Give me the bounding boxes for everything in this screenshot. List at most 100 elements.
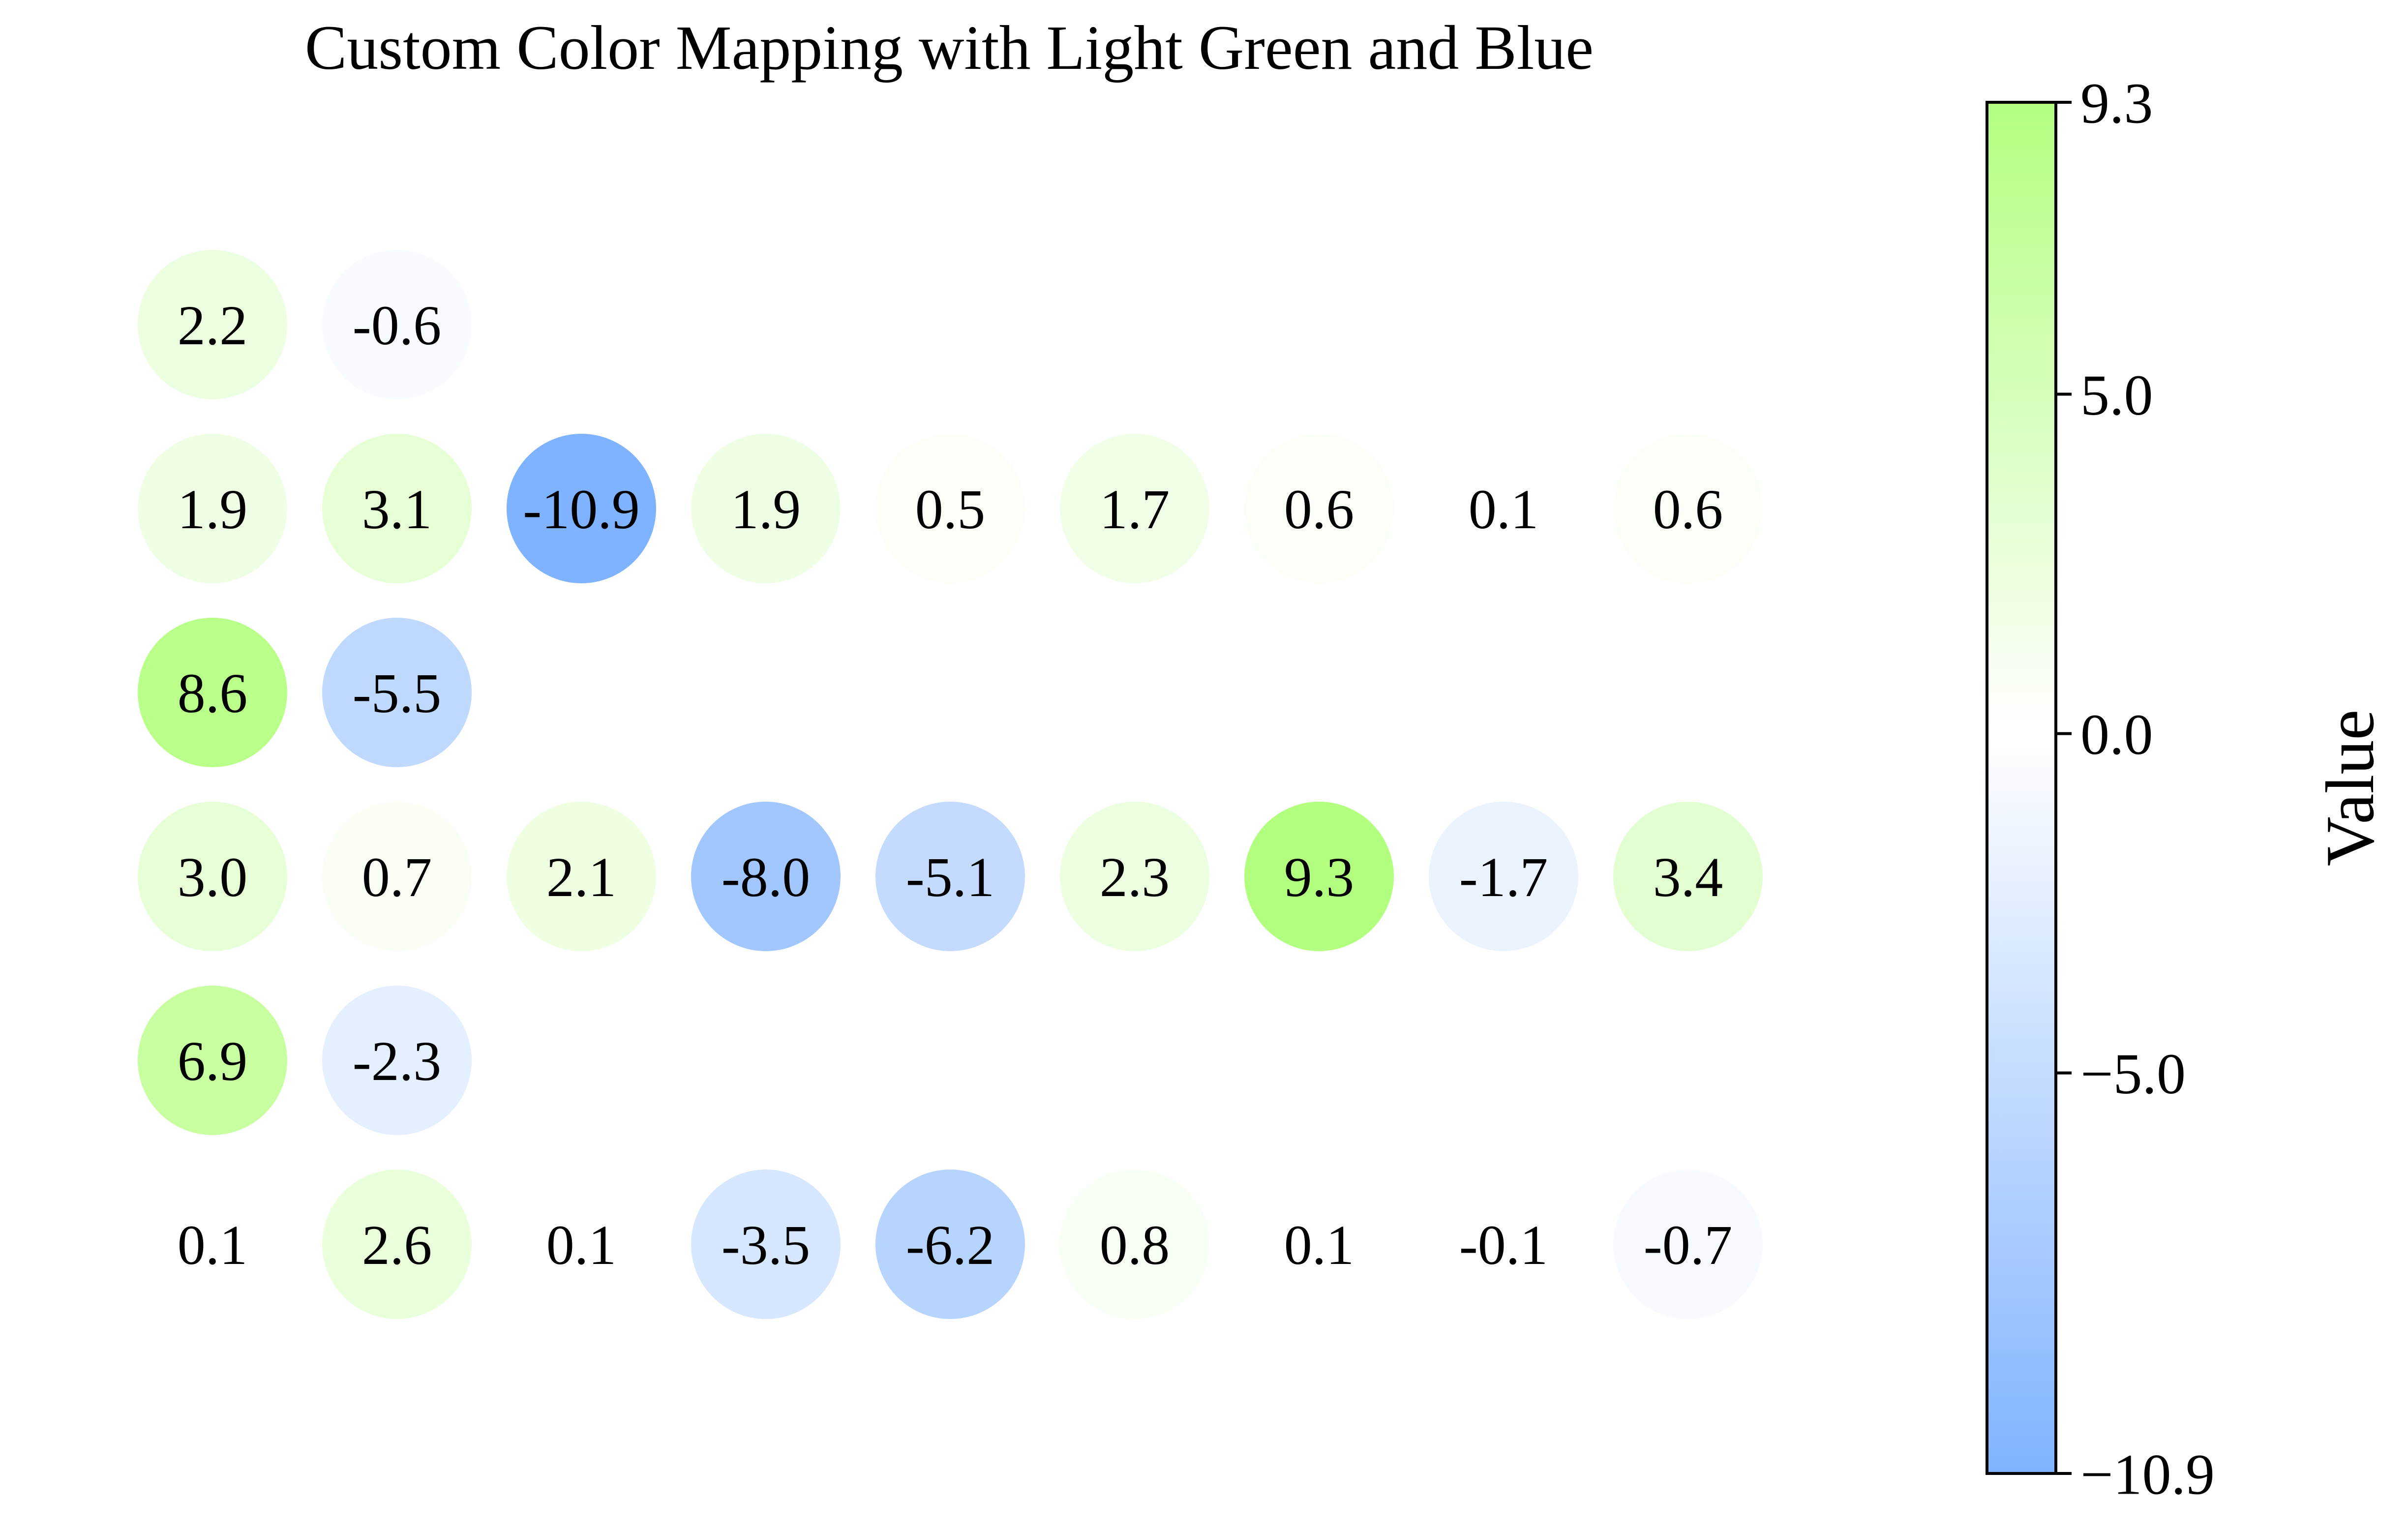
cell-circle (322, 986, 472, 1135)
heatmap-cell: -0.7 (1613, 1170, 1763, 1319)
heatmap-cell: 0.1 (1429, 434, 1578, 583)
cell-circle (875, 1170, 1025, 1319)
cell-circle (138, 434, 287, 583)
heatmap-cell: -5.5 (322, 618, 472, 767)
cell-circle (691, 1170, 841, 1319)
cell-value-label: -0.7 (1644, 1214, 1732, 1276)
colorbar-tick-label: 9.3 (2080, 71, 2153, 135)
heatmap-cell: -8.0 (691, 802, 841, 951)
cell-value-label: 3.1 (362, 478, 432, 540)
cell-circle (507, 802, 656, 951)
cell-value-label: -0.1 (1459, 1214, 1548, 1276)
cell-value-label: -10.9 (523, 478, 639, 540)
colorbar-tick-label: −5.0 (2080, 1042, 2186, 1106)
heatmap-cell: 9.3 (1244, 802, 1394, 951)
cell-circle (322, 802, 472, 951)
cell-circle (507, 1170, 656, 1319)
cell-circle (138, 986, 287, 1135)
heatmap-cell: 0.1 (1244, 1170, 1394, 1319)
cell-value-label: 0.6 (1284, 478, 1354, 540)
cell-value-label: -2.3 (353, 1030, 441, 1092)
heatmap-cell: 0.5 (875, 434, 1025, 583)
heatmap-cell: 6.9 (138, 986, 287, 1135)
heatmap-cell: -2.3 (322, 986, 472, 1135)
cell-value-label: 0.8 (1100, 1214, 1170, 1276)
heatmap-cell: 1.7 (1060, 434, 1209, 583)
cell-circle (1429, 802, 1578, 951)
cell-value-label: 3.0 (178, 846, 248, 908)
cell-value-label: 1.7 (1100, 478, 1170, 540)
heatmap-cell: -0.6 (322, 250, 472, 399)
colorbar-tick-label: 5.0 (2080, 363, 2153, 427)
cell-circle (138, 250, 287, 399)
heatmap-cell: 0.1 (507, 1170, 656, 1319)
cell-circle (1429, 1170, 1578, 1319)
cell-circle (138, 1170, 287, 1319)
heatmap-cell: 8.6 (138, 618, 287, 767)
cell-circle (322, 250, 472, 399)
cell-circle (691, 802, 841, 951)
cell-value-label: -5.1 (906, 846, 994, 908)
heatmap-cell: 2.1 (507, 802, 656, 951)
cell-value-label: 2.2 (178, 294, 248, 357)
cell-value-label: 0.1 (546, 1214, 617, 1276)
heatmap-cell: 0.7 (322, 802, 472, 951)
chart-title: Custom Color Mapping with Light Green an… (305, 13, 1594, 83)
heatmap-cell: 3.4 (1613, 802, 1763, 951)
cell-circle (691, 434, 841, 583)
cell-value-label: -8.0 (722, 846, 810, 908)
cell-value-label: -3.5 (722, 1214, 810, 1276)
colorbar: 9.3 5.0 0.0 −5.0 −10.9 Value (1986, 71, 2388, 1506)
heatmap-cell: 3.0 (138, 802, 287, 951)
heatmap-cells: 2.2 -0.6 1.9 3.1 -10.9 1.9 0.5 1.7 0.6 0.1 0.6 8.6 -… (138, 250, 1763, 1319)
cell-circle (507, 434, 656, 583)
colorbar-ticks: 9.3 5.0 0.0 −5.0 −10.9 (2056, 71, 2215, 1506)
cell-value-label: 2.1 (546, 846, 617, 908)
cell-circle (138, 618, 287, 767)
cell-value-label: 0.1 (1284, 1214, 1354, 1276)
cell-value-label: 0.1 (178, 1214, 248, 1276)
heatmap-cell: -3.5 (691, 1170, 841, 1319)
cell-value-label: -6.2 (906, 1214, 994, 1276)
cell-value-label: 2.3 (1100, 846, 1170, 908)
cell-value-label: 0.1 (1469, 478, 1539, 540)
cell-value-label: -5.5 (353, 662, 441, 724)
cell-circle (322, 618, 472, 767)
cell-circle (875, 434, 1025, 583)
heatmap-cell: -6.2 (875, 1170, 1025, 1319)
cell-circle (138, 802, 287, 951)
cell-circle (1613, 802, 1763, 951)
heatmap-cell: 0.1 (138, 1170, 287, 1319)
cell-circle (1613, 434, 1763, 583)
heatmap-cell: -10.9 (507, 434, 656, 583)
colorbar-tick-label: 0.0 (2080, 702, 2153, 767)
colorbar-tick-label: −10.9 (2080, 1442, 2215, 1506)
cell-value-label: 2.6 (362, 1214, 432, 1276)
cell-circle (1244, 802, 1394, 951)
heatmap-cell: 0.6 (1244, 434, 1394, 583)
heatmap-cell: 1.9 (138, 434, 287, 583)
cell-circle (1060, 802, 1209, 951)
heatmap-cell: -0.1 (1429, 1170, 1578, 1319)
heatmap-cell: -1.7 (1429, 802, 1578, 951)
heatmap-cell: 2.2 (138, 250, 287, 399)
heatmap-cell: 2.6 (322, 1170, 472, 1319)
cell-value-label: 0.5 (915, 478, 986, 540)
cell-circle (875, 802, 1025, 951)
cell-circle (1244, 1170, 1394, 1319)
cell-value-label: -0.6 (353, 294, 441, 357)
cell-value-label: 0.7 (362, 846, 432, 908)
cell-value-label: 6.9 (178, 1030, 248, 1092)
cell-value-label: -1.7 (1459, 846, 1548, 908)
cell-value-label: 1.9 (178, 478, 248, 540)
heatmap-cell: 0.6 (1613, 434, 1763, 583)
cell-value-label: 9.3 (1284, 846, 1354, 908)
cell-value-label: 1.9 (731, 478, 801, 540)
heatmap-cell: 2.3 (1060, 802, 1209, 951)
cell-value-label: 0.6 (1653, 478, 1723, 540)
colorbar-gradient (1986, 101, 2057, 1475)
heatmap-cell: 0.8 (1060, 1170, 1209, 1319)
cell-circle (1060, 1170, 1209, 1319)
cell-circle (1429, 434, 1578, 583)
